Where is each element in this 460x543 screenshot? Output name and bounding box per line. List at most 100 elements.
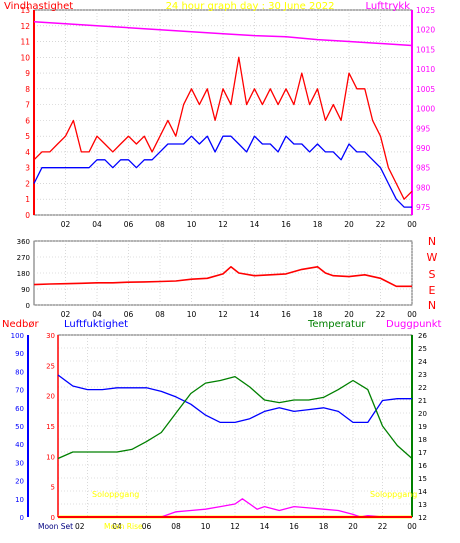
panel2-y-tick-label: 180 xyxy=(17,270,30,278)
panel3-rain-tick-label: 80 xyxy=(15,368,24,376)
panel3-rain-tick-label: 20 xyxy=(15,478,24,486)
panel1-y2-tick-label: 1020 xyxy=(416,26,435,35)
compass-label: E xyxy=(429,284,436,297)
legend-rain: Nedbør xyxy=(2,319,39,330)
panel3-temp-tick-label: 20 xyxy=(418,410,427,418)
panel3-rain-tick-label: 0 xyxy=(20,514,24,522)
compass-label: W xyxy=(427,251,438,264)
panel3-temp-tick-label: 14 xyxy=(418,488,427,496)
annotation-sunrise: Soloppgang xyxy=(92,490,139,499)
panel2-x-tick-label: 22 xyxy=(376,310,386,319)
panel1-y2-tick-label: 1000 xyxy=(416,105,435,114)
panel1-series-1 xyxy=(33,135,412,208)
panel1-y2-tick-label: 995 xyxy=(416,124,431,133)
panel1-y-tick-label: 8 xyxy=(25,85,30,94)
panel1-x-tick-label: 14 xyxy=(250,220,260,229)
panel3-temp-tick-label: 24 xyxy=(418,358,427,366)
panel3-series-2 xyxy=(58,498,412,518)
panel3-x-tick-label: 14 xyxy=(260,522,270,531)
panel3-x-tick-label: 08 xyxy=(171,522,181,531)
panel1-series-2 xyxy=(33,21,413,47)
panel3-temp-tick-label: 16 xyxy=(418,462,427,470)
panel1-x-tick-label: 06 xyxy=(124,220,134,229)
panel3-humidity-tick-label: 5 xyxy=(51,484,55,492)
panel3-x-tick-label: 06 xyxy=(142,522,152,531)
panel2-x-tick-label: 18 xyxy=(313,310,323,319)
panel1-y-tick-label: 11 xyxy=(20,38,30,47)
panel3-humidity-tick-label: 30 xyxy=(46,332,55,340)
panel3-temp-tick-label: 26 xyxy=(418,332,427,340)
panel1-x-tick-label: 20 xyxy=(344,220,354,229)
panel3-x-tick-label: 20 xyxy=(348,522,358,531)
panel3-x-tick-label: 16 xyxy=(289,522,299,531)
panel3-rain-tick-label: 50 xyxy=(15,423,24,431)
panel3-humidity-tick-label: 20 xyxy=(46,393,55,401)
panel2-x-tick-label: 20 xyxy=(344,310,354,319)
panel1-y2-tick-label: 985 xyxy=(416,164,431,173)
panel3-temp-tick-label: 12 xyxy=(418,514,427,522)
panel3-x-tick-label-0: 02 xyxy=(75,522,85,531)
panel1-y-tick-label: 2 xyxy=(25,179,30,188)
panel3-temp-tick-label: 21 xyxy=(418,397,427,405)
panel3-temp-tick-label: 13 xyxy=(418,501,427,509)
panel3-temp-tick-label: 22 xyxy=(418,384,427,392)
panel3-x-tick-label: 10 xyxy=(201,522,211,531)
panel3-rain-tick-label: 90 xyxy=(15,350,24,358)
panel1-y-tick-label: 0 xyxy=(25,211,30,220)
legend-temperature: Temperatur xyxy=(307,319,366,330)
compass-label: S xyxy=(429,268,436,281)
panel1-y-tick-label: 3 xyxy=(25,164,30,173)
panel1-x-tick-label: 22 xyxy=(376,220,386,229)
panel2-x-tick-label: 10 xyxy=(187,310,197,319)
moon-set-label: Moon Set xyxy=(38,522,73,531)
panel2-y-tick-label: 360 xyxy=(17,238,30,246)
panel2-x-tick-label: 12 xyxy=(218,310,228,319)
panel3-humidity-tick-label: 25 xyxy=(46,362,55,370)
panel2-x-tick-label: 16 xyxy=(281,310,291,319)
panel3-humidity-tick-label: 10 xyxy=(46,453,55,461)
panel2-x-tick-label: 08 xyxy=(155,310,165,319)
panel1-y2-tick-label: 990 xyxy=(416,144,431,153)
panel2-x-tick-label: 02 xyxy=(61,310,71,319)
panel3-temp-tick-label: 23 xyxy=(418,371,427,379)
panel2-x-tick-label: 04 xyxy=(92,310,102,319)
panel3-humidity-tick-label: 15 xyxy=(46,423,55,431)
panel3-rain-tick-label: 100 xyxy=(11,332,24,340)
compass-label: N xyxy=(428,299,436,312)
panel1-x-tick-label: 16 xyxy=(281,220,291,229)
panel3-x-tick-label: 00 xyxy=(407,522,417,531)
panel1-y2-tick-label: 1015 xyxy=(416,45,435,54)
panel3-temp-tick-label: 25 xyxy=(418,345,427,353)
panel1-series-0 xyxy=(33,56,413,200)
panel1-x-tick-label: 10 xyxy=(187,220,197,229)
panel2-y-tick-label: 90 xyxy=(21,286,30,294)
panel3-rain-tick-label: 30 xyxy=(15,459,24,467)
panel3-temp-tick-label: 17 xyxy=(418,449,427,457)
panel3-x-tick-label: 22 xyxy=(378,522,388,531)
panel1-y2-tick-label: 1010 xyxy=(416,65,435,74)
panel3-rain-tick-label: 70 xyxy=(15,387,24,395)
panel3-x-tick-label: 12 xyxy=(230,522,240,531)
panel3-x-tick-label: 04 xyxy=(112,522,122,531)
panel1-x-tick-label: 04 xyxy=(92,220,102,229)
panel2-y-tick-label: 0 xyxy=(26,302,30,310)
panel2-series-0 xyxy=(33,265,412,288)
panel3-x-tick-label: 18 xyxy=(319,522,329,531)
legend-humidity: Luftfuktighet xyxy=(64,319,128,330)
panel1-y2-tick-label: 975 xyxy=(416,203,431,212)
panel1-y-tick-label: 5 xyxy=(25,132,30,141)
panel3-temp-tick-label: 15 xyxy=(418,475,427,483)
compass-label: N xyxy=(428,235,436,248)
panel1-x-tick-label: 18 xyxy=(313,220,323,229)
moon-rise-label: Moon Rise xyxy=(104,522,143,531)
header-left-label: Vindhastighet xyxy=(4,1,73,12)
panel1-y-tick-label: 9 xyxy=(25,69,30,78)
annotation-sunrise-2: Soloppgang xyxy=(370,490,417,499)
panel1-y-tick-label: 4 xyxy=(25,148,30,157)
header-right-label: Lufttrykk xyxy=(365,1,410,12)
panel1-y-tick-label: 13 xyxy=(20,6,30,15)
panel1-y-tick-label: 12 xyxy=(20,22,30,31)
panel1-y2-tick-label: 980 xyxy=(416,183,431,192)
